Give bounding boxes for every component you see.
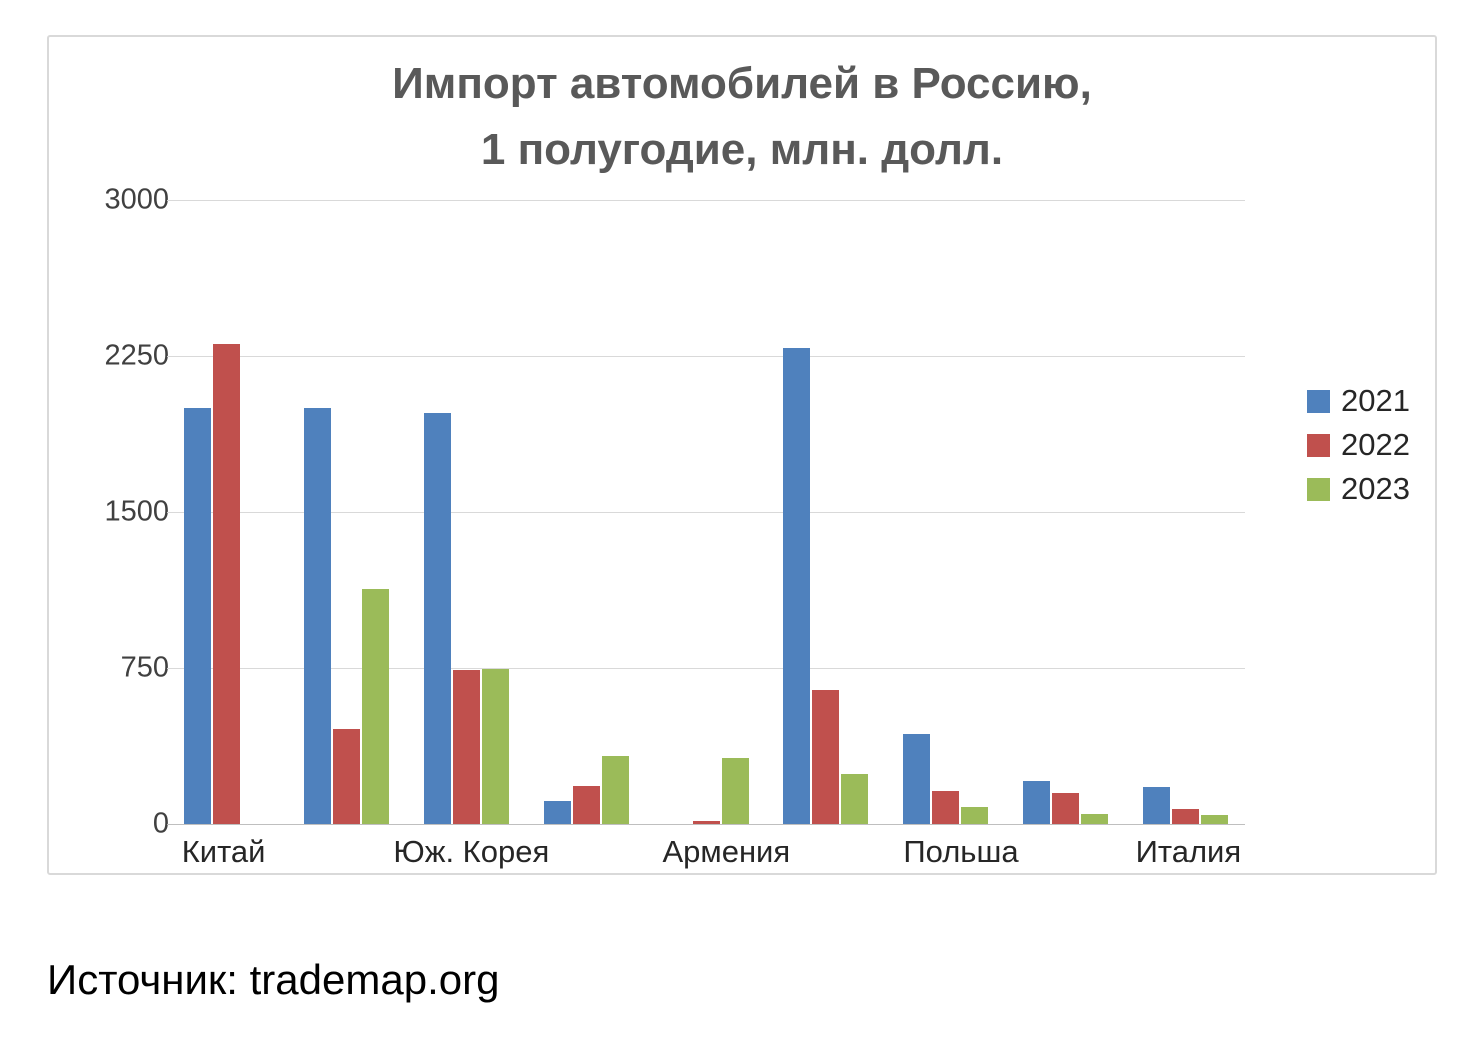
bar-2023 <box>1200 814 1228 824</box>
bar-2021 <box>543 801 571 824</box>
gridline <box>167 668 1245 669</box>
legend-label: 2022 <box>1341 427 1410 462</box>
bar-2022 <box>572 785 600 824</box>
chart-card: Импорт автомобилей в Россию, 1 полугодие… <box>47 35 1437 875</box>
x-tick-label: Польша <box>903 834 1019 869</box>
bar-2021 <box>304 408 332 824</box>
bar-group <box>167 200 287 824</box>
y-tick-label: 1500 <box>104 495 169 528</box>
gridline <box>167 356 1245 357</box>
y-tick-label: 750 <box>120 651 169 684</box>
chart-title-line-1: Импорт автомобилей в Россию, <box>392 59 1092 108</box>
plot-area <box>167 200 1245 825</box>
x-tick-label <box>790 834 903 870</box>
gridline <box>167 200 1245 201</box>
x-tick-label <box>1019 834 1132 870</box>
bar-groups <box>167 200 1245 824</box>
x-tick-label: Италия <box>1135 834 1242 869</box>
bar-2021 <box>1142 786 1170 824</box>
legend-swatch <box>1307 433 1330 457</box>
y-tick-label: 2250 <box>104 339 169 372</box>
legend-item: 2022 <box>1307 427 1410 463</box>
legend-label: 2021 <box>1341 383 1410 418</box>
bar-group <box>766 200 886 824</box>
bar-2023 <box>601 756 629 824</box>
bar-2023 <box>721 758 749 824</box>
y-tick-label: 0 <box>152 807 169 840</box>
x-axis: Китай Юж. Корея Армения Польша Италия <box>167 834 1245 870</box>
bar-group <box>1005 200 1125 824</box>
bar-2023 <box>841 774 869 824</box>
bar-group <box>886 200 1006 824</box>
gridline <box>167 824 1245 825</box>
x-tick-label: Армения <box>662 834 791 869</box>
bar-2023 <box>961 807 989 824</box>
legend-swatch <box>1307 477 1330 501</box>
x-tick-label: Китай <box>181 834 266 869</box>
x-tick-label <box>280 834 393 870</box>
bar-2022 <box>812 689 840 824</box>
bar-2021 <box>783 347 811 824</box>
bar-2022 <box>333 729 361 824</box>
bar-2022 <box>1171 809 1199 824</box>
source-note: Источник: trademap.org <box>47 956 500 1003</box>
x-tick-label: Юж. Корея <box>393 834 550 869</box>
legend-item: 2021 <box>1307 383 1410 419</box>
bar-2023 <box>481 669 509 824</box>
bar-group <box>1125 200 1245 824</box>
bar-group <box>287 200 407 824</box>
bar-2021 <box>423 413 451 824</box>
chart-title-line-2: 1 полугодие, млн. долл. <box>480 125 1004 174</box>
bar-group <box>526 200 646 824</box>
x-tick-label <box>549 834 662 870</box>
gridline <box>167 512 1245 513</box>
legend-swatch <box>1307 389 1330 413</box>
bar-2023 <box>362 588 390 824</box>
bar-2022 <box>932 790 960 824</box>
legend-item: 2023 <box>1307 471 1410 507</box>
bar-group <box>407 200 527 824</box>
bar-2022 <box>452 670 480 824</box>
bar-2021 <box>903 733 931 824</box>
y-axis: 0 750 1500 2250 3000 <box>49 184 169 840</box>
bar-group <box>646 200 766 824</box>
y-tick-label: 3000 <box>104 183 169 216</box>
bar-2022 <box>213 343 241 824</box>
bar-2022 <box>692 820 720 824</box>
bar-2021 <box>1022 781 1050 824</box>
bar-2023 <box>1080 813 1108 824</box>
chart-title: Импорт автомобилей в Россию, 1 полугодие… <box>49 51 1435 183</box>
legend-label: 2023 <box>1341 471 1410 506</box>
bar-2022 <box>1051 792 1079 824</box>
legend: 2021 2022 2023 <box>1307 383 1410 507</box>
bar-2021 <box>184 408 212 824</box>
